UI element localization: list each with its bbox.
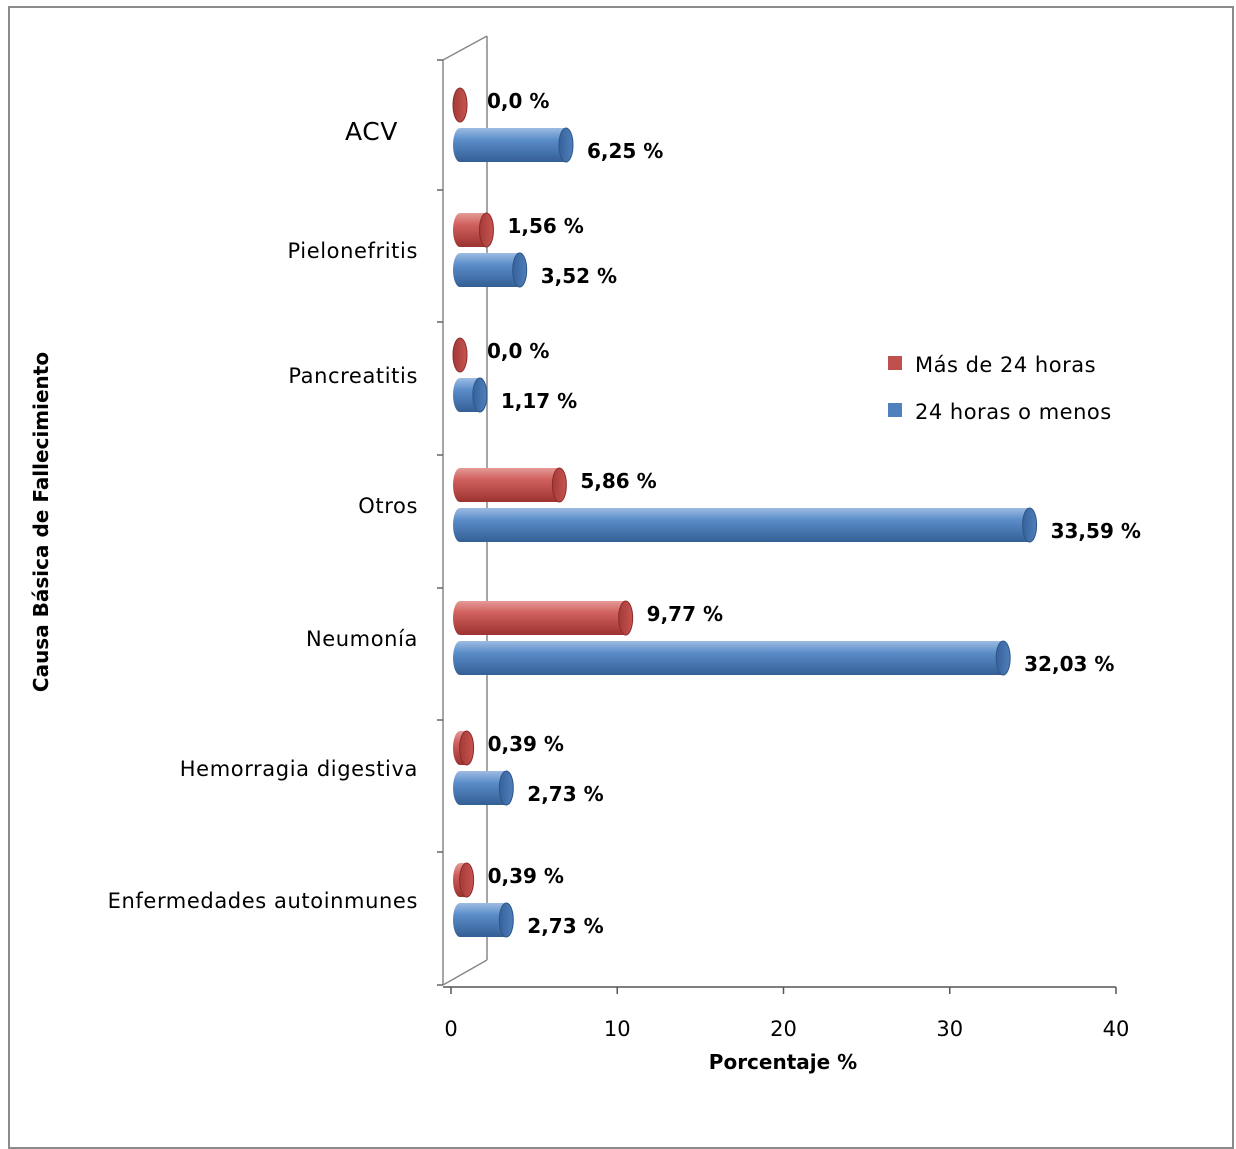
category-label-otros: Otros — [358, 494, 418, 518]
bar-24-horas-o-menos-pielonefritis — [453, 252, 528, 288]
bar-24-horas-o-menos-enfermedades-autoinmunes — [453, 902, 514, 938]
data-label-mas-de-24-horas-enfermedades-autoinmunes: 0,39 % — [488, 864, 564, 888]
x-tick-label-30: 30 — [936, 1017, 963, 1041]
data-label-mas-de-24-horas-pielonefritis: 1,56 % — [507, 214, 583, 238]
data-labels: 0,0 % 1,56 % 0,0 % 5,86 % 9,77 % 0,39 % 0,39 %… — [487, 89, 1141, 938]
x-axis-ticks: 0 10 20 30 40 — [444, 987, 1129, 1041]
data-label-24-horas-o-menos-pielonefritis: 3,52 % — [541, 264, 617, 288]
category-label-pancreatitis: Pancreatitis — [288, 364, 418, 388]
legend-swatch-24-horas-o-menos — [888, 403, 902, 417]
category-label-pielonefritis: Pielonefritis — [287, 239, 418, 263]
bar-mas-de-24-horas-pancreatitis — [452, 337, 468, 373]
data-label-24-horas-o-menos-pancreatitis: 1,17 % — [501, 389, 577, 413]
x-tick-label-0: 0 — [444, 1017, 457, 1041]
y-axis-title: Causa Básica de Fallecimiento — [29, 352, 53, 692]
y-axis-ticks — [437, 59, 443, 986]
bars-group — [452, 87, 1038, 938]
data-label-mas-de-24-horas-pancreatitis: 0,0 % — [487, 339, 549, 363]
bar-mas-de-24-horas-pielonefritis — [453, 212, 494, 248]
bar-mas-de-24-horas-enfermedades-autoinmunes — [453, 862, 475, 898]
bar-24-horas-o-menos-neumonia — [453, 640, 1011, 676]
bar-mas-de-24-horas-hemorragia-digestiva — [453, 730, 475, 766]
data-label-24-horas-o-menos-acv: 6,25 % — [587, 139, 663, 163]
legend: Más de 24 horas 24 horas o menos — [888, 353, 1112, 424]
data-label-mas-de-24-horas-neumonia: 9,77 % — [647, 602, 723, 626]
legend-label-mas-de-24-horas: Más de 24 horas — [915, 353, 1096, 377]
bar-24-horas-o-menos-acv — [453, 127, 574, 163]
data-label-mas-de-24-horas-acv: 0,0 % — [487, 89, 549, 113]
data-label-24-horas-o-menos-otros: 33,59 % — [1051, 519, 1141, 543]
data-label-24-horas-o-menos-hemorragia-digestiva: 2,73 % — [527, 782, 603, 806]
chart-frame — [8, 6, 1234, 1149]
bar-mas-de-24-horas-otros — [453, 467, 567, 503]
data-label-24-horas-o-menos-enfermedades-autoinmunes: 2,73 % — [527, 914, 603, 938]
bar-mas-de-24-horas-neumonia — [453, 600, 634, 636]
category-label-neumonia: Neumonía — [306, 627, 418, 651]
x-tick-label-40: 40 — [1103, 1017, 1130, 1041]
wall-top-edge — [442, 35, 488, 61]
x-tick-label-20: 20 — [770, 1017, 797, 1041]
bar-24-horas-o-menos-pancreatitis — [453, 377, 488, 413]
category-label-enfermedades-autoinmunes: Enfermedades autoinmunes — [108, 889, 418, 913]
bar-24-horas-o-menos-otros — [453, 507, 1038, 543]
x-axis-title: Porcentaje % — [709, 1050, 857, 1074]
data-label-24-horas-o-menos-neumonia: 32,03 % — [1024, 652, 1114, 676]
legend-swatch-mas-de-24-horas — [888, 356, 902, 370]
wall-bottom-edge — [442, 959, 488, 986]
bar-24-horas-o-menos-hemorragia-digestiva — [453, 770, 514, 806]
category-label-acv: ACV — [345, 117, 398, 146]
category-label-hemorragia-digestiva: Hemorragia digestiva — [180, 757, 418, 781]
bar-mas-de-24-horas-acv — [452, 87, 468, 123]
data-label-mas-de-24-horas-hemorragia-digestiva: 0,39 % — [488, 732, 564, 756]
category-labels: ACV Pielonefritis Pancreatitis Otros Neumoní… — [108, 117, 418, 913]
data-label-mas-de-24-horas-otros: 5,86 % — [580, 469, 656, 493]
x-tick-label-10: 10 — [604, 1017, 631, 1041]
legend-label-24-horas-o-menos: 24 horas o menos — [915, 400, 1112, 424]
